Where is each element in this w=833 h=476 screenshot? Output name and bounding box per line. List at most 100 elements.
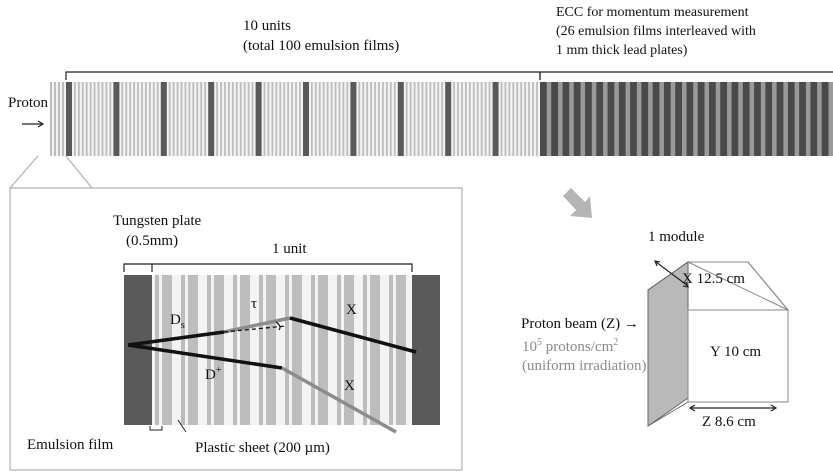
emulsion-film [121,82,124,156]
emulsion-film [512,82,515,156]
emulsion-film [681,82,687,156]
irradiation-label: (uniform irradiation) [522,358,647,374]
tungsten-plate [113,82,120,156]
emulsion-film [145,82,147,156]
emulsion-film [516,82,519,156]
emulsion-film [413,82,416,156]
emulsion-film [77,82,80,156]
emulsion-film [196,82,199,156]
lead-plate [585,82,592,156]
ds-extension-dashed [223,325,287,333]
emulsion-film [266,275,276,425]
emulsion-film [437,82,440,156]
emulsion-film [670,82,676,156]
ds-track [127,330,225,347]
emulsion-film [240,275,250,425]
lead-plate [675,82,682,156]
emulsion-bracket [149,426,163,431]
emulsion-film [133,82,135,156]
emulsion-film [453,82,455,156]
lead-plate [810,82,818,156]
emulsion-film [233,275,237,425]
emulsion-film [749,82,755,156]
emulsion-film [603,82,608,156]
dim-y-label: Y 10 cm [710,344,762,360]
emulsion-film [180,82,183,156]
module-side-face [687,309,789,403]
emulsion-film [148,82,151,156]
emulsion-film [152,82,155,156]
lead-plate [709,82,716,156]
emulsion-film [659,82,664,156]
emulsion-film [337,275,341,425]
emulsion-film [109,82,112,156]
dplus-track [127,343,283,370]
x-lower-label: X [344,378,355,394]
emulsion-film [625,82,631,156]
emulsion-film [569,82,574,156]
one-unit-label: 1 unit [272,241,307,257]
lead-plate [551,82,559,156]
emulsion-film [188,275,198,425]
emulsion-film [93,82,96,156]
emulsion-film [382,82,384,156]
emulsion-film [259,275,263,425]
units-brace [65,71,541,80]
emulsion-film [188,82,191,156]
emulsion-film [295,82,297,156]
emulsion-film [247,82,250,156]
emulsion-film [200,82,203,156]
lead-plate [720,82,728,156]
ds-label: Ds [170,312,185,331]
emulsion-film [54,82,56,156]
dim-x-label: X 12.5 cm [682,271,745,287]
emulsion-film [243,82,246,156]
plastic-pointer [177,419,187,433]
emulsion-film [457,82,459,156]
emulsion-film [429,82,432,156]
emulsion-film [97,82,100,156]
emulsion-film [287,82,290,156]
emulsion-film [476,82,479,156]
emulsion-film [727,82,732,156]
emulsion-film [105,82,108,156]
emulsion-film [192,82,195,156]
emulsion-film [421,82,424,156]
emulsion-film [338,82,341,156]
emulsion-film [228,82,230,156]
tau-label: τ [251,296,258,312]
emulsion-film [363,275,367,425]
emulsion-film [172,82,175,156]
emulsion-film [580,82,586,156]
emulsion-film [184,82,187,156]
emulsion-film [504,82,507,156]
emulsion-film [715,82,721,156]
emulsion-film [231,82,234,156]
emulsion-film [314,82,317,156]
emulsion-film [520,82,523,156]
emulsion-film [275,82,278,156]
tau-track [223,316,291,334]
emulsion-film [311,82,313,156]
tungsten-bracket [123,263,152,272]
zoom-callout [9,155,93,189]
lead-plate [776,82,784,156]
emulsion-film [389,275,393,425]
kink-angle-arc [275,321,281,331]
emulsion-film [409,82,412,156]
emulsion-film [85,82,88,156]
emulsion-film [322,82,325,156]
emulsion-film [101,82,104,156]
emulsion-film [484,82,487,156]
emulsion-film [500,82,503,156]
proton-beam-label: Proton beam (Z) → [521,316,639,332]
emulsion-film [330,82,333,156]
emulsion-film [524,82,527,156]
emulsion-film [267,82,270,156]
emulsion-film [89,82,92,156]
lead-plate [573,82,581,156]
emulsion-film [396,275,406,425]
dplus-label: D+ [205,365,222,383]
lead-plate [607,82,615,156]
